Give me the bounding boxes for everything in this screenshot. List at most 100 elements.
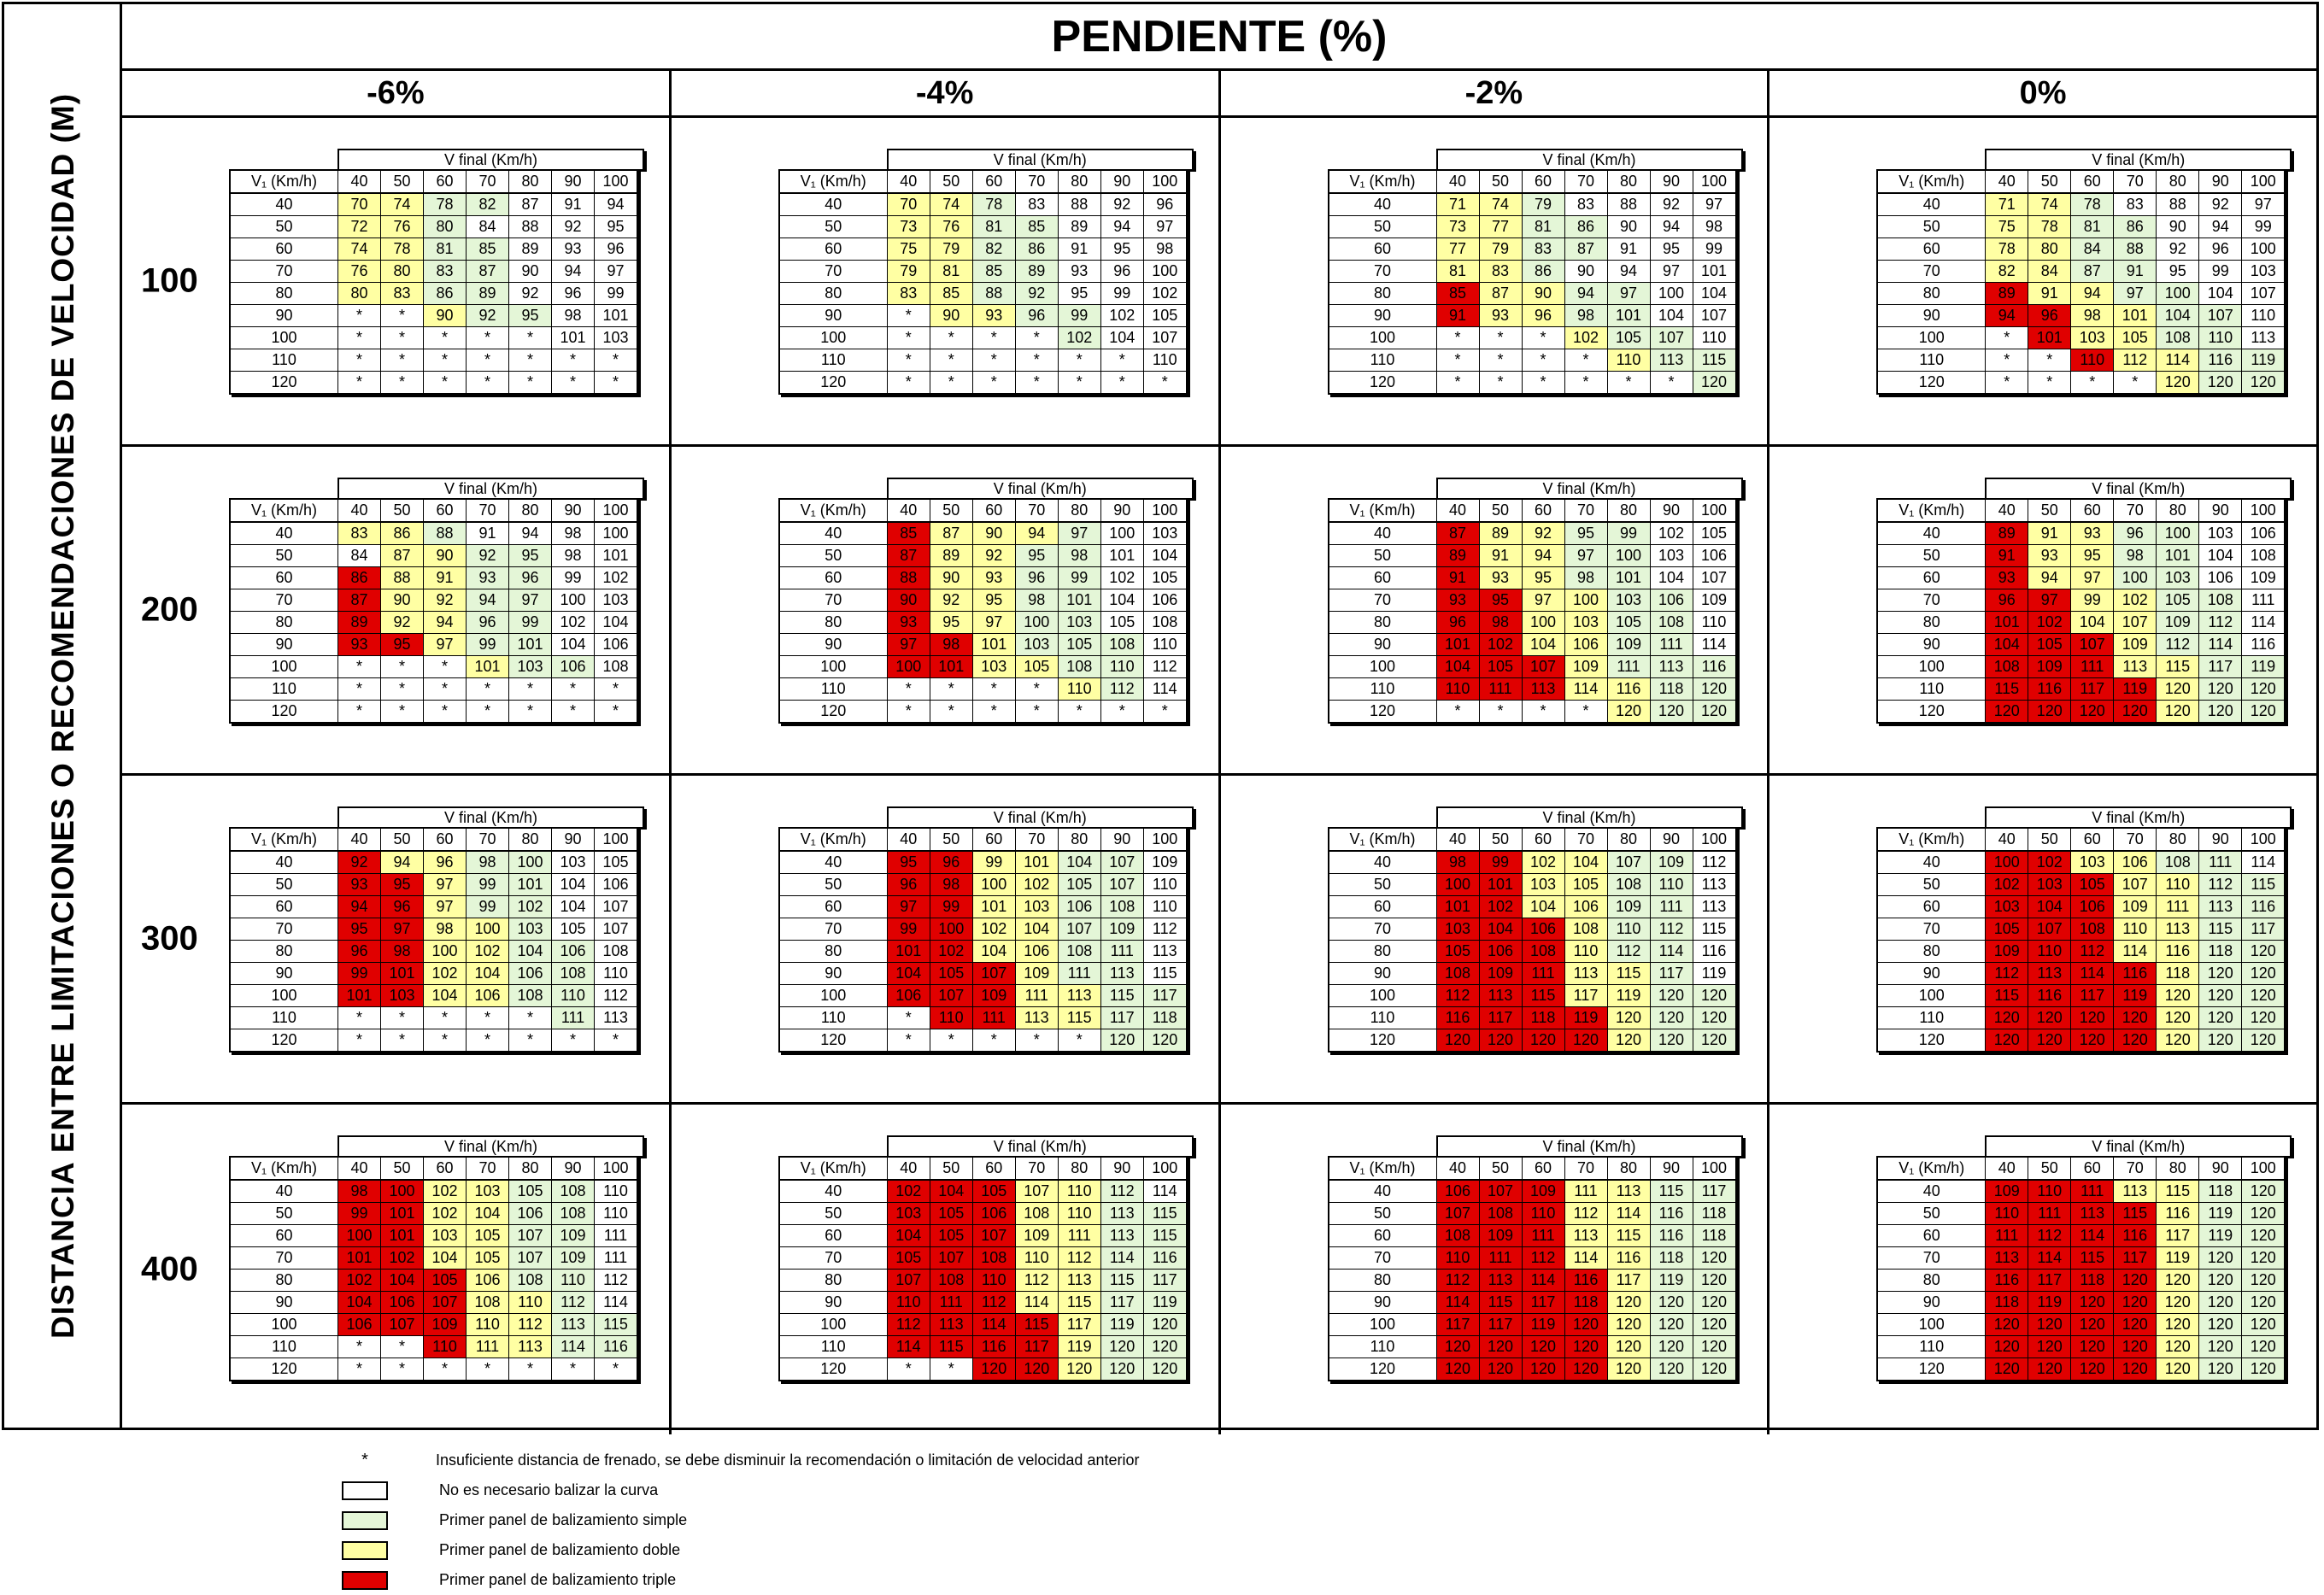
speed-value: 110 [1985, 1202, 2029, 1225]
speed-value: 98 [2070, 304, 2115, 327]
speed-value: 99 [2070, 589, 2115, 612]
speed-table: V final (Km/h) V₁ (Km/h) 40 50 60 70 80 90 100 40… [778, 478, 1197, 742]
final-speed-header: 50 [1478, 169, 1523, 194]
speed-value: 103 [594, 326, 638, 349]
speed-value: 109 [551, 1224, 595, 1247]
speed-value: 104 [1057, 850, 1101, 874]
speed-value: 114 [2198, 633, 2243, 656]
speed-value: 109 [1521, 1179, 1565, 1203]
speed-value: 99 [1478, 850, 1523, 874]
initial-speed-label: 110 [229, 1335, 338, 1358]
speed-value: 114 [2028, 1246, 2072, 1270]
speed-value: 109 [1564, 655, 1608, 678]
speed-value: 95 [380, 873, 424, 896]
speed-value: 120 [2198, 1335, 2243, 1358]
speed-value: 99 [337, 1202, 381, 1225]
speed-value: 106 [1564, 895, 1608, 918]
speed-value: 108 [551, 1179, 595, 1203]
initial-speed-label: 50 [1876, 1202, 1987, 1225]
speed-value: * [1985, 349, 2029, 372]
speed-value: 113 [1649, 655, 1693, 678]
initial-speed-label: 100 [1876, 326, 1987, 349]
speed-value: 120 [2070, 1358, 2115, 1381]
speed-value: 80 [380, 260, 424, 283]
speed-value: 116 [2156, 940, 2200, 963]
speed-value: 85 [929, 282, 973, 305]
speed-value: 97 [423, 895, 467, 918]
speed-value: 110 [423, 1335, 467, 1358]
speed-value: 102 [971, 918, 1016, 941]
speed-value: 102 [2113, 589, 2157, 612]
speed-value: 120 [2241, 1202, 2286, 1225]
final-speed-header: 100 [2241, 498, 2286, 523]
speed-value: 104 [1478, 918, 1523, 941]
speed-value: 120 [1435, 1029, 1480, 1053]
speed-value: 100 [337, 1224, 381, 1247]
initial-speed-label: 110 [229, 349, 338, 372]
speed-value: 102 [380, 1246, 424, 1270]
speed-value: 87 [1435, 521, 1480, 545]
speed-value: 96 [1100, 260, 1144, 283]
speed-value: 95 [886, 850, 930, 874]
speed-value: 99 [466, 633, 509, 656]
speed-value: 86 [380, 521, 424, 545]
speed-value: 99 [1692, 237, 1736, 261]
initial-speed-label: 100 [1328, 1313, 1437, 1336]
speed-value: 112 [1142, 655, 1188, 678]
speed-value: * [423, 1358, 467, 1381]
speed-grid: V₁ (Km/h) 40 50 60 70 80 90 100 40 109 110 111 113 11… [1876, 1156, 2286, 1381]
initial-speed-label: 120 [1328, 700, 1437, 724]
vfinal-header: V final (Km/h) [886, 149, 1194, 169]
initial-speed-label: 80 [1328, 1269, 1437, 1292]
final-speed-header: 40 [886, 169, 930, 194]
speed-value: 111 [971, 1006, 1016, 1029]
speed-value: 96 [1014, 304, 1059, 327]
speed-value: 107 [423, 1291, 467, 1314]
speed-value: 100 [1142, 260, 1188, 283]
speed-value: 120 [1606, 1029, 1651, 1053]
speed-value: 109 [1014, 962, 1059, 985]
speed-value: 100 [2156, 282, 2200, 305]
speed-table-cell: V final (Km/h) V₁ (Km/h) 40 50 60 70 80 90 100 40… [1221, 447, 1770, 773]
speed-table-cell: V final (Km/h) V₁ (Km/h) 40 50 60 70 80 90 100 40… [1769, 118, 2316, 444]
speed-value: * [551, 371, 595, 395]
initial-speed-label: 90 [1876, 1291, 1987, 1314]
initial-speed-label: 120 [778, 1029, 888, 1053]
speed-value: 107 [2113, 611, 2157, 634]
speed-value: 102 [551, 611, 595, 634]
speed-value: 101 [594, 304, 638, 327]
speed-value: 119 [2156, 1246, 2200, 1270]
speed-value: * [2028, 349, 2072, 372]
final-speed-header: 50 [2028, 827, 2072, 852]
speed-value: 112 [1100, 1179, 1144, 1203]
speed-table: V final (Km/h) V₁ (Km/h) 40 50 60 70 80 90 100 40… [1876, 149, 2295, 413]
initial-speed-label: 100 [229, 1313, 338, 1336]
final-speed-header: 80 [508, 498, 552, 523]
speed-value: 104 [466, 1202, 509, 1225]
speed-value: 95 [971, 589, 1016, 612]
speed-value: 111 [1057, 1224, 1101, 1247]
speed-table-cell: V final (Km/h) V₁ (Km/h) 40 50 60 70 80 90 100 40… [1769, 776, 2316, 1102]
speed-value: 102 [423, 1179, 467, 1203]
speed-value: 120 [2241, 371, 2286, 395]
speed-value: 102 [886, 1179, 930, 1203]
speed-value: 73 [886, 215, 930, 238]
speed-value: 103 [1435, 918, 1480, 941]
speed-value: 91 [1478, 544, 1523, 567]
speed-value: 96 [594, 237, 638, 261]
final-speed-header: 90 [2198, 169, 2243, 194]
speed-table-cell: V final (Km/h) V₁ (Km/h) 40 50 60 70 80 90 100 40… [1769, 447, 2316, 773]
speed-value: * [1478, 371, 1523, 395]
speed-value: * [337, 655, 381, 678]
speed-value: 108 [1478, 1202, 1523, 1225]
speed-value: 110 [1142, 633, 1188, 656]
speed-value: 106 [508, 1202, 552, 1225]
speed-value: 112 [1435, 1269, 1480, 1292]
speed-value: * [886, 349, 930, 372]
speed-value: 95 [1057, 282, 1101, 305]
v1-header: V₁ (Km/h) [778, 169, 888, 194]
initial-speed-label: 70 [229, 589, 338, 612]
speed-value: 93 [2070, 521, 2115, 545]
speed-value: 97 [1649, 260, 1693, 283]
final-speed-header: 60 [2070, 1156, 2115, 1181]
